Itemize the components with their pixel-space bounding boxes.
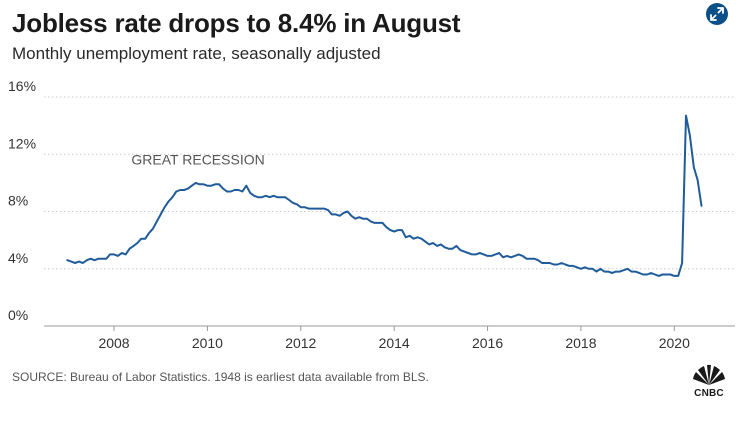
- y-tick-label: 4%: [8, 250, 28, 266]
- y-axis-ticks: 0% 4% 8% 12% 16%: [8, 78, 36, 323]
- x-tick-label: 2016: [472, 335, 503, 351]
- annotation-great-recession: GREAT RECESSION: [131, 152, 264, 168]
- chart-title: Jobless rate drops to 8.4% in August: [12, 8, 461, 38]
- annotation-layer: GREAT RECESSION: [131, 152, 264, 168]
- peacock-icon: [693, 364, 725, 385]
- x-tick-label: 2008: [98, 335, 129, 351]
- expand-arrows-icon: [710, 7, 724, 21]
- x-tick-label: 2014: [379, 335, 410, 351]
- y-tick-label: 0%: [8, 307, 28, 323]
- source-note: SOURCE: Bureau of Labor Statistics. 1948…: [12, 370, 429, 384]
- cnbc-logo: CNBC: [685, 358, 733, 402]
- x-tick-label: 2018: [565, 335, 596, 351]
- y-tick-label: 8%: [8, 193, 28, 209]
- x-tick-label: 2020: [659, 335, 690, 351]
- x-tick-label: 2010: [192, 335, 223, 351]
- cnbc-logo-text: CNBC: [694, 388, 724, 399]
- y-tick-label: 16%: [8, 78, 36, 94]
- y-tick-label: 12%: [8, 135, 36, 151]
- x-axis-ticks: 2008 2010 2012 2014 2016 2018 2020: [98, 326, 690, 351]
- expand-button[interactable]: [706, 3, 728, 25]
- series-layer: [66, 114, 703, 277]
- chart-subtitle: Monthly unemployment rate, seasonally ad…: [12, 44, 381, 63]
- series-line-unemployment-rate: [66, 114, 703, 277]
- x-tick-label: 2012: [285, 335, 316, 351]
- grid-layer: [44, 96, 735, 327]
